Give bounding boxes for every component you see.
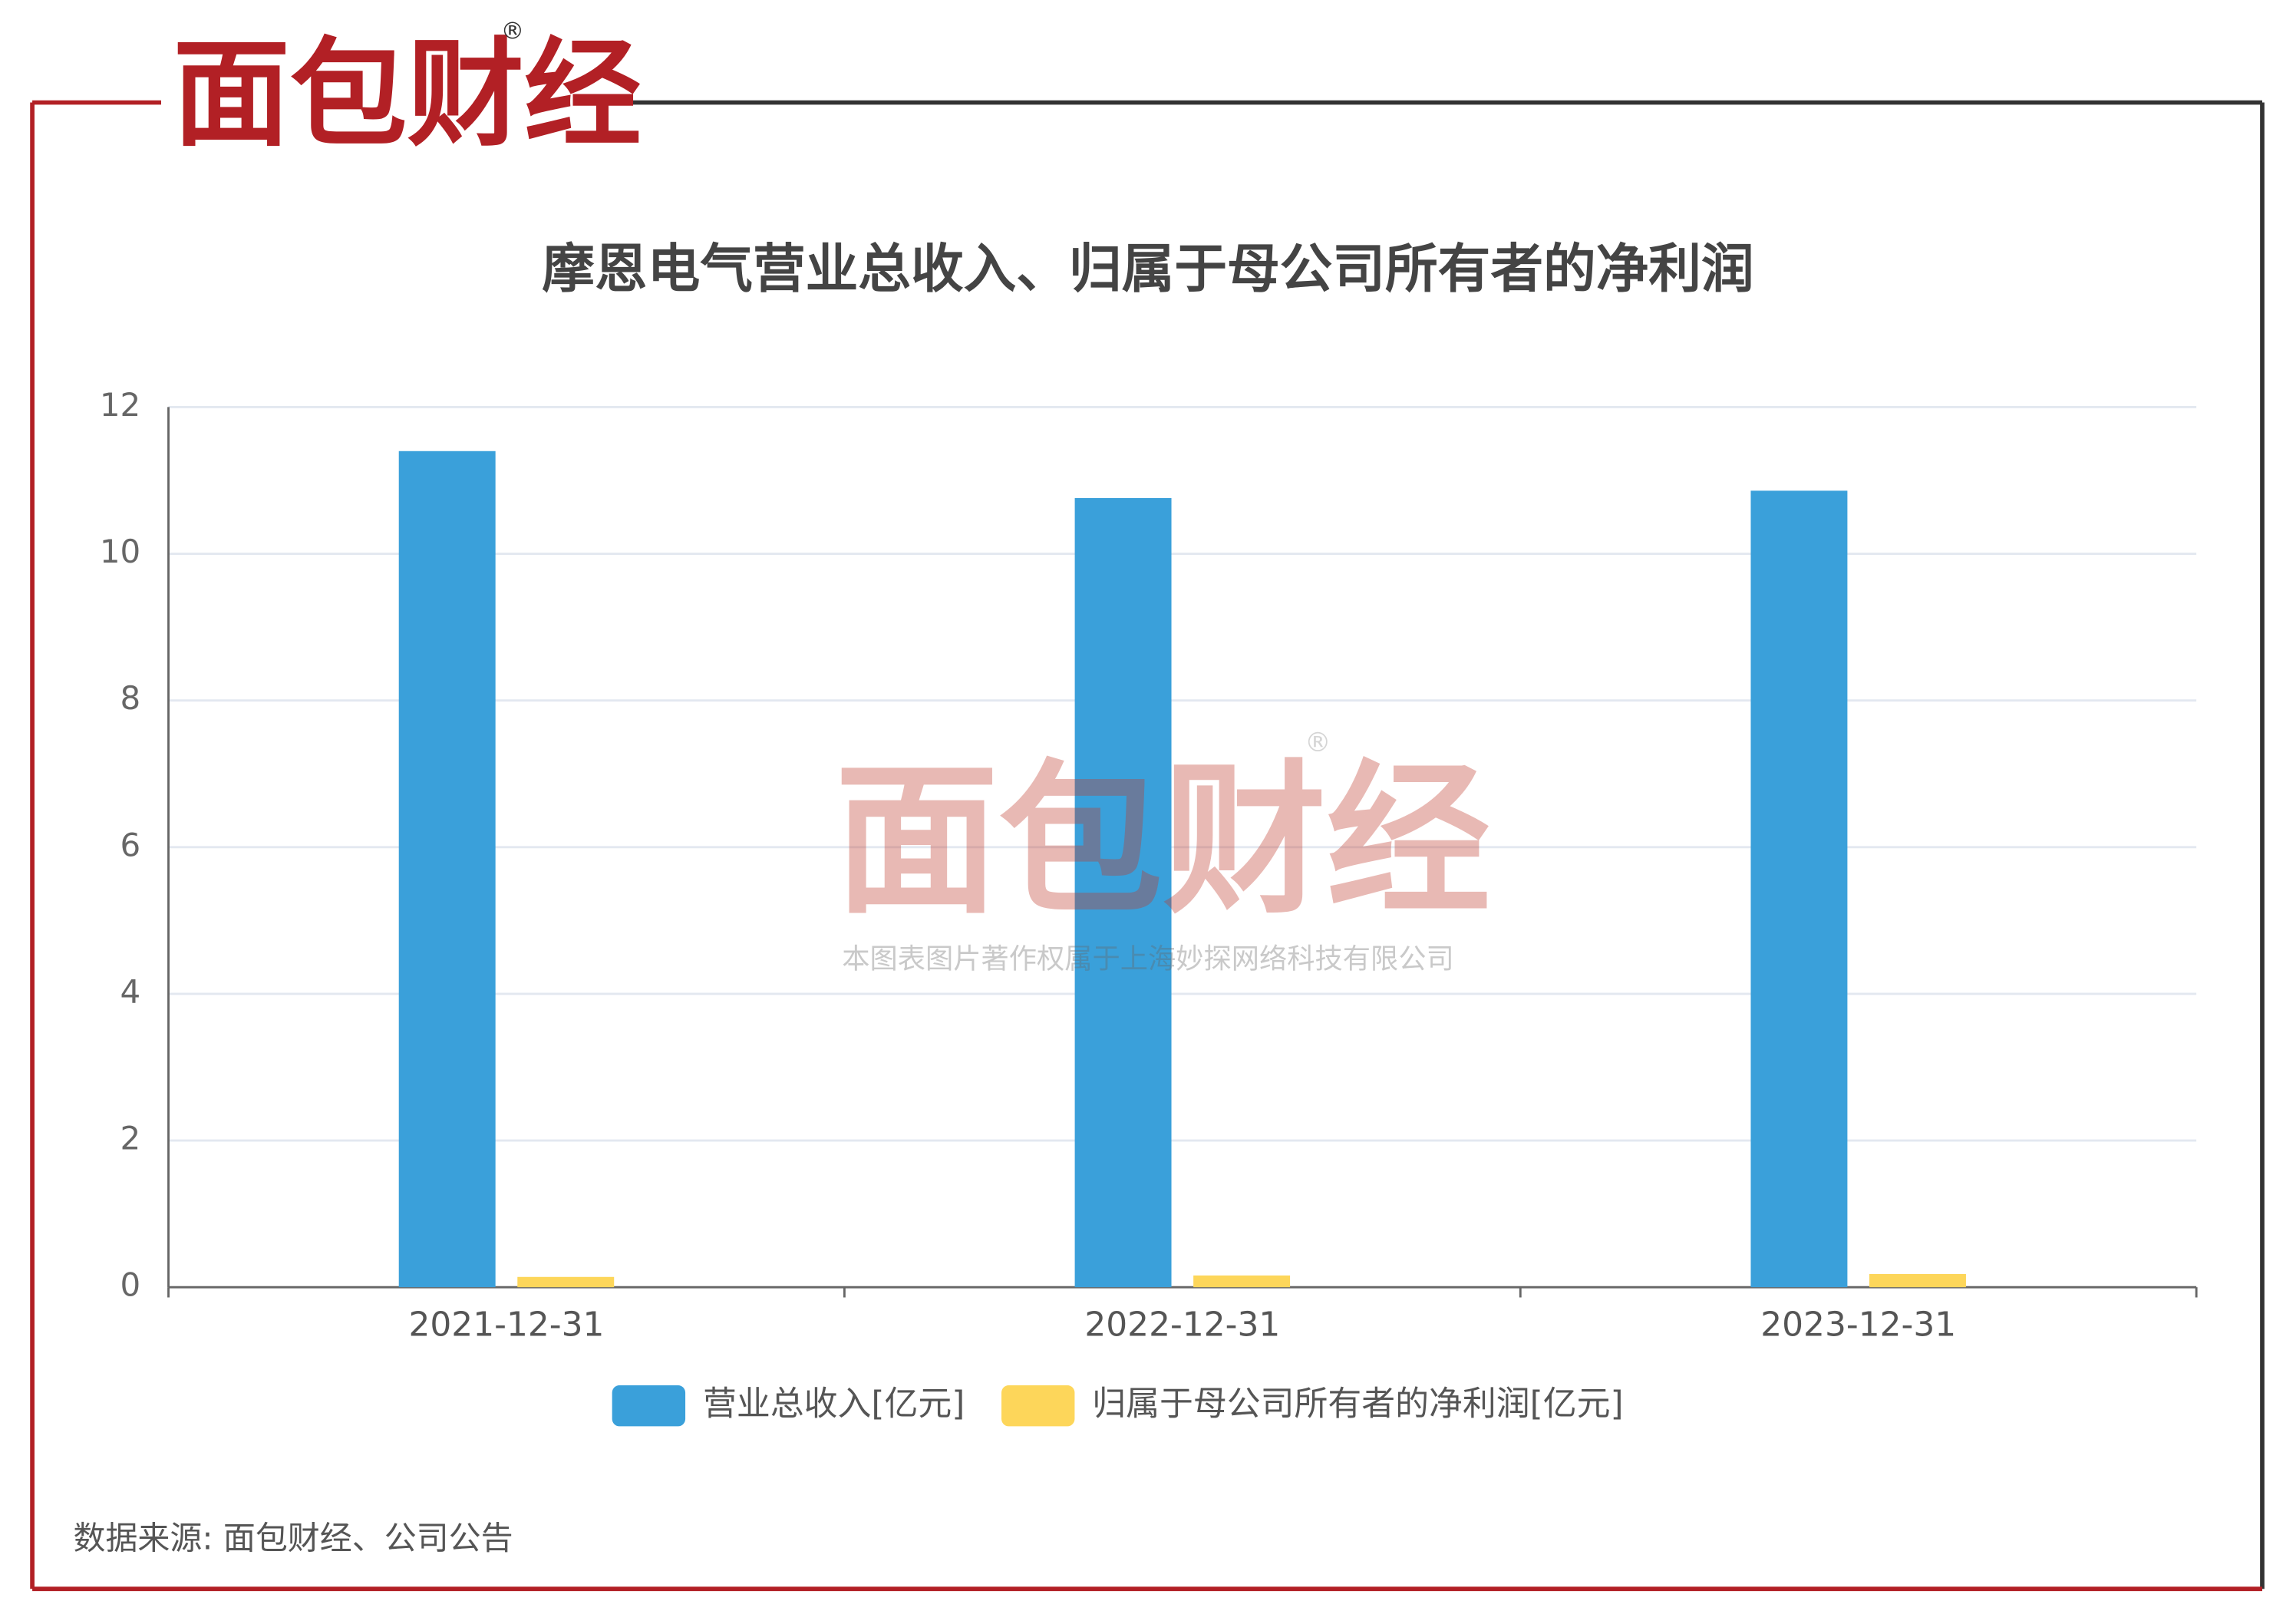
legend-swatch: [612, 1385, 686, 1427]
legend-swatch: [1001, 1385, 1075, 1427]
legend-label: 归属于母公司所有者的净利润[亿元]: [1092, 1385, 1623, 1424]
source: 数据来源: 面包财经、公司公告: [74, 1520, 513, 1557]
watermark-mark: ®: [1305, 728, 1331, 758]
watermark-text: 本图表图片著作权属于上海妙探网络科技有限公司: [842, 942, 1454, 975]
y-tick-label: 8: [120, 679, 141, 717]
x-tick-label: 2021-12-31: [408, 1305, 604, 1345]
bar: [398, 451, 496, 1288]
y-tick-label: 4: [120, 972, 141, 1010]
y-tick-label: 12: [100, 386, 140, 424]
watermark: 面包财经 ® 本图表图片著作权属于上海妙探网络科技有限公司: [835, 728, 1491, 975]
logo-mark: ®: [501, 18, 525, 45]
y-tick-label: 6: [120, 826, 141, 863]
bar: [1869, 1273, 1966, 1288]
bar: [1193, 1275, 1291, 1288]
x-tick-label: 2022-12-31: [1084, 1305, 1280, 1345]
bar: [1074, 497, 1172, 1288]
y-tick-label: 10: [100, 533, 140, 570]
bar: [1750, 490, 1848, 1288]
y-tick-label: 2: [120, 1120, 141, 1157]
legend-label: 营业总收入[亿元]: [703, 1385, 965, 1424]
watermark-logo: 面包财经: [835, 746, 1491, 936]
chart-title: 摩恩电气营业总收入、归属于母公司所有者的净利润: [542, 239, 1753, 300]
logo: 面包财经: [173, 26, 642, 163]
x-tick-label: 2023-12-31: [1760, 1305, 1956, 1345]
y-tick-label: 0: [120, 1266, 141, 1304]
bar: [517, 1276, 615, 1288]
